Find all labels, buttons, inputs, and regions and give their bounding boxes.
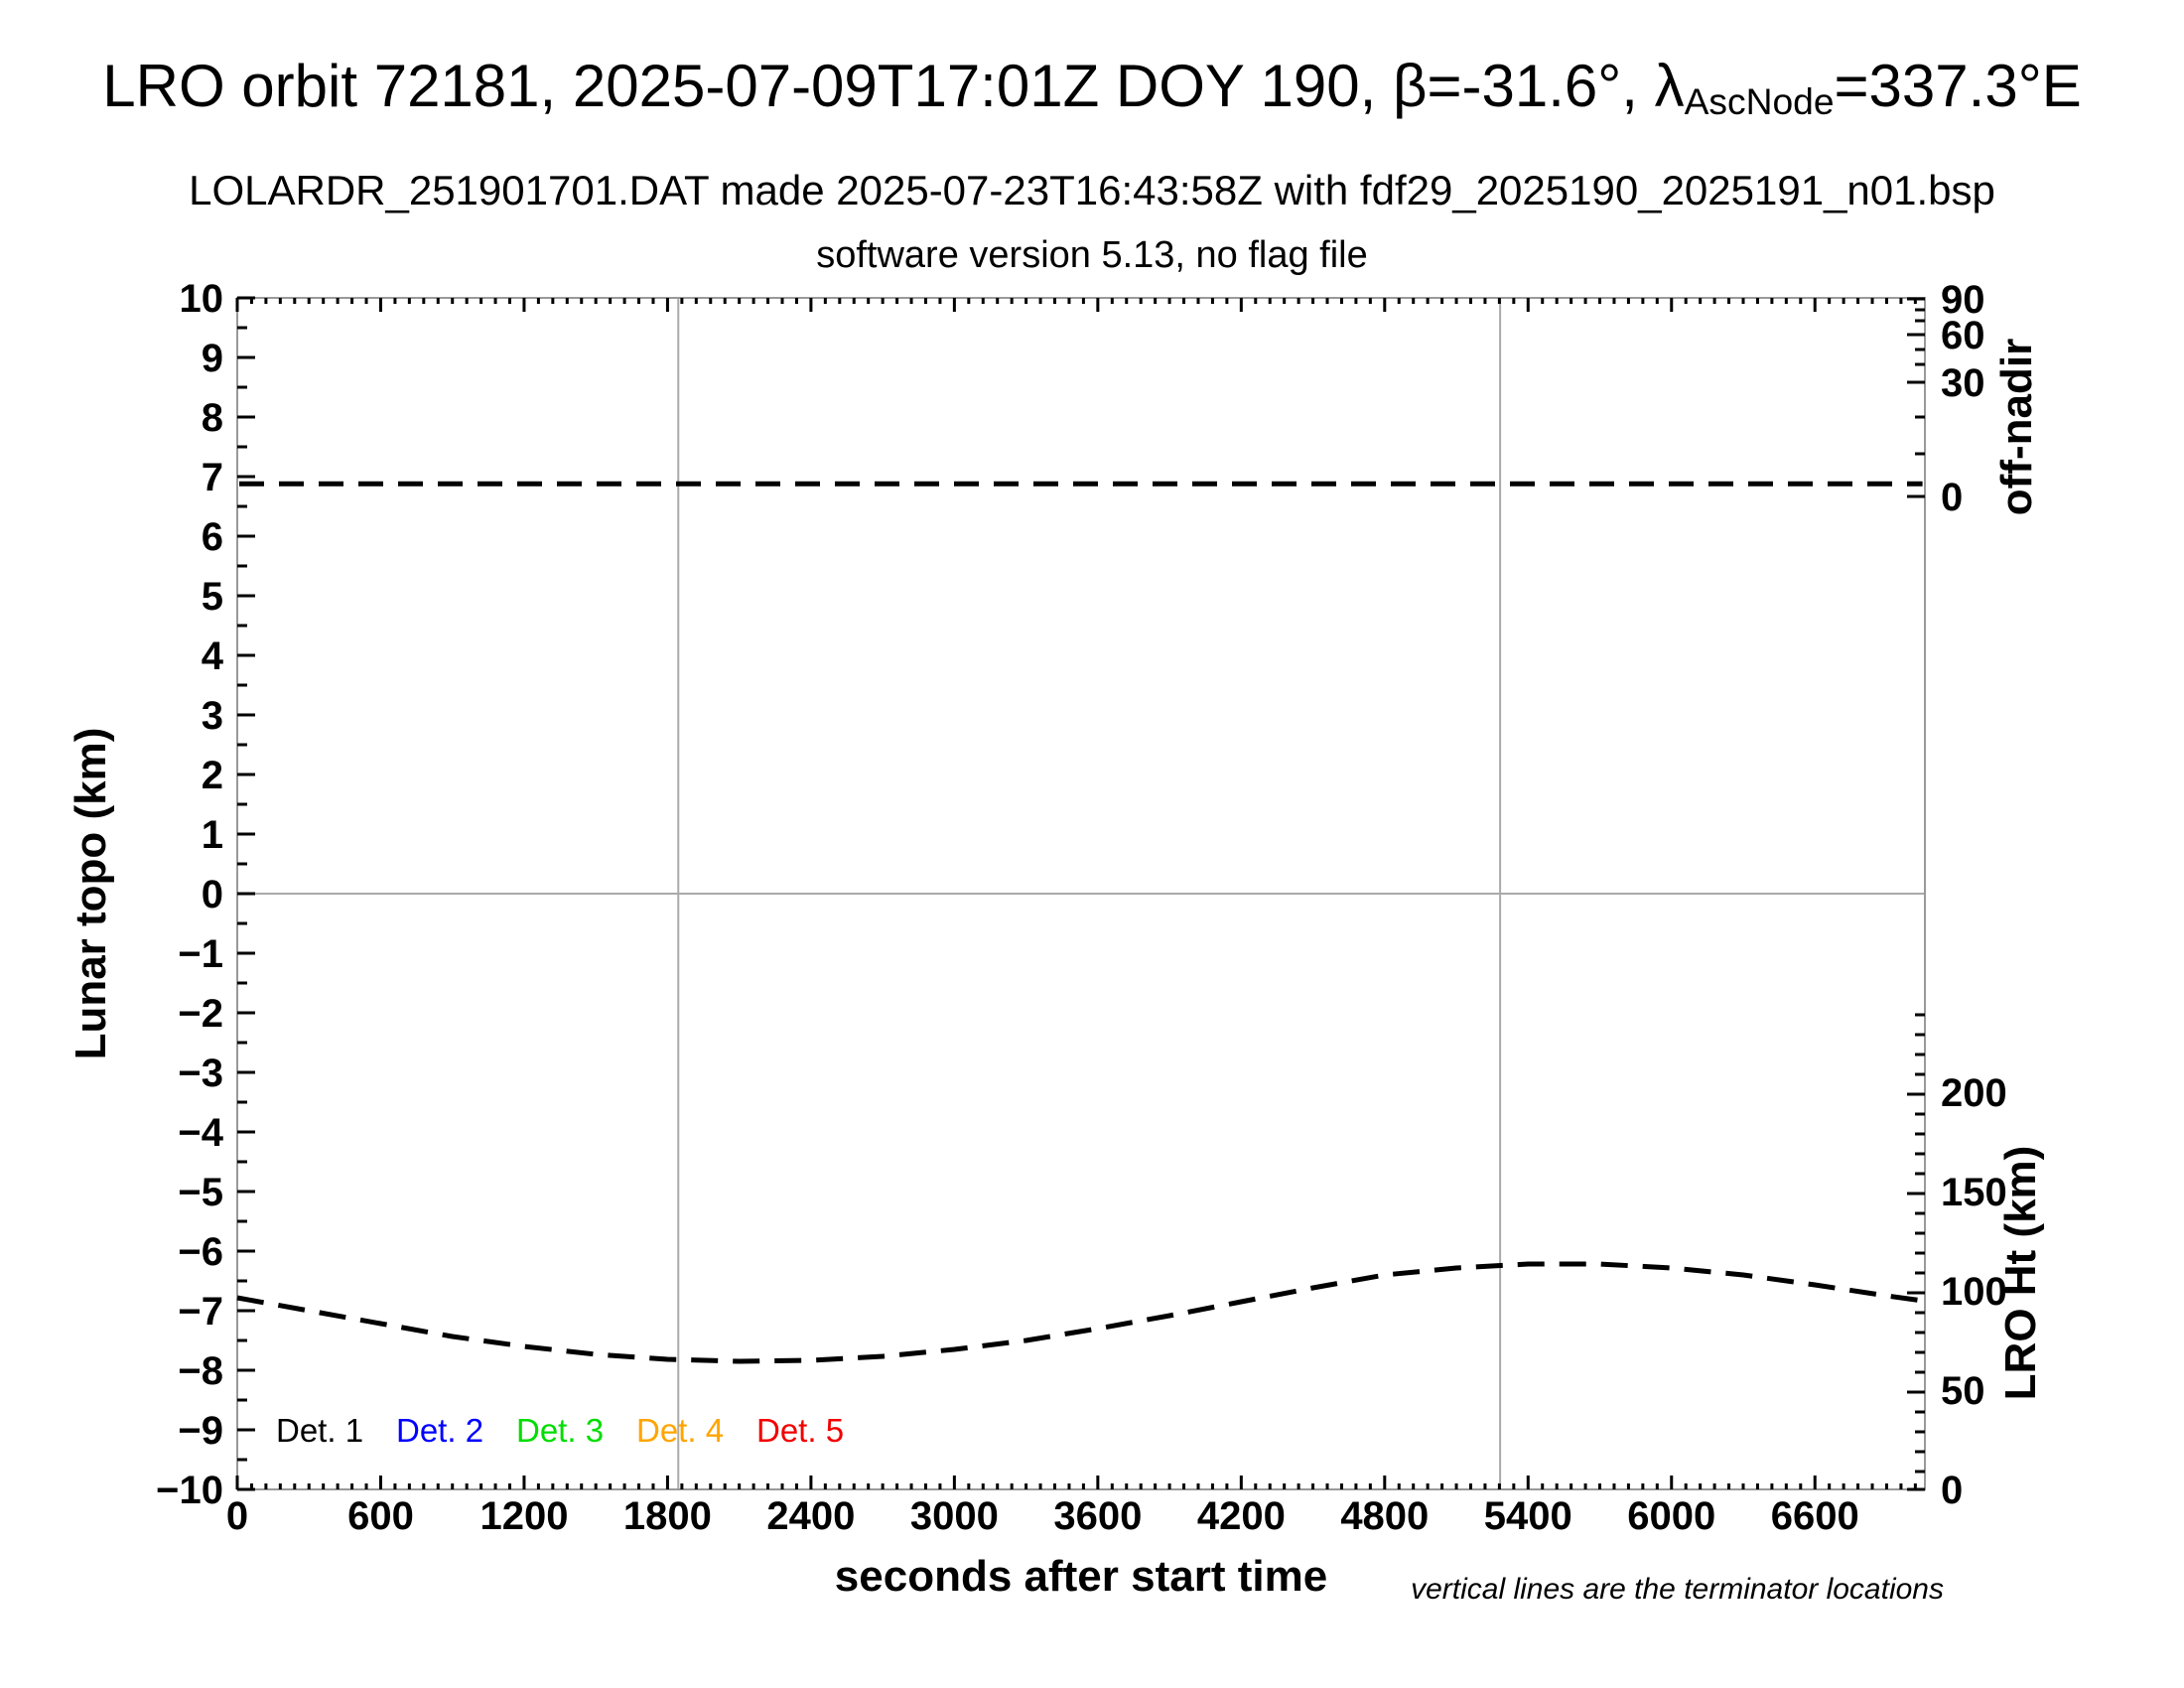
- legend-det-4: Det. 4: [636, 1412, 724, 1449]
- y-left-tick-label: −2: [178, 992, 223, 1036]
- lro-ht-tick-label: 50: [1941, 1369, 1985, 1413]
- off-nadir-tick-label: 90: [1941, 278, 1985, 322]
- x-tick-label: 3600: [1053, 1494, 1142, 1538]
- y-left-tick-label: −8: [178, 1349, 223, 1393]
- legend-det-1: Det. 1: [276, 1412, 363, 1449]
- y-left-tick-label: −3: [178, 1052, 223, 1095]
- y-left-tick-label: −1: [178, 932, 223, 976]
- x-tick-label: 0: [226, 1494, 248, 1538]
- off-nadir-tick-label: 0: [1941, 476, 1963, 519]
- y-left-tick-label: 8: [202, 396, 223, 440]
- y-left-tick-label: 7: [202, 456, 223, 499]
- terminator-note: vertical lines are the terminator locati…: [1411, 1573, 1944, 1606]
- x-tick-label: 5400: [1484, 1494, 1572, 1538]
- x-tick-label: 1800: [623, 1494, 712, 1538]
- y-left-tick-label: 6: [202, 515, 223, 559]
- lro-ht-tick-label: 0: [1941, 1469, 1963, 1512]
- off-nadir-tick-label: 30: [1941, 361, 1985, 405]
- y-left-tick-label: 0: [202, 873, 223, 916]
- x-tick-label: 6600: [1771, 1494, 1859, 1538]
- x-tick-label: 600: [347, 1494, 414, 1538]
- lro-ht-tick-label: 150: [1941, 1171, 2007, 1214]
- y-left-tick-label: −6: [178, 1230, 223, 1274]
- x-tick-label: 4200: [1197, 1494, 1286, 1538]
- legend-det-3: Det. 3: [516, 1412, 604, 1449]
- legend-det-2: Det. 2: [396, 1412, 483, 1449]
- plot-subtitle-file: LOLARDR_251901701.DAT made 2025-07-23T16…: [189, 167, 1995, 213]
- y-left-tick-label: −9: [178, 1409, 223, 1453]
- lro-ht-axis-label: LRO Ht (km): [1996, 1146, 2045, 1401]
- plot-title-end: =337.3°E: [1834, 53, 2082, 119]
- lro-ht-tick-label: 200: [1941, 1071, 2007, 1115]
- y-left-tick-label: −5: [178, 1171, 223, 1214]
- y-left-tick-label: 1: [202, 813, 223, 857]
- lro-height-curve: [236, 1261, 1923, 1364]
- x-tick-label: 4800: [1340, 1494, 1429, 1538]
- plot-title-main: LRO orbit 72181, 2025-07-09T17:01Z DOY 1…: [102, 53, 1685, 119]
- x-tick-label: 2400: [766, 1494, 855, 1538]
- plot-title: LRO orbit 72181, 2025-07-09T17:01Z DOY 1…: [0, 52, 2184, 123]
- x-tick-label: 3000: [910, 1494, 999, 1538]
- y-left-axis-label: Lunar topo (km): [67, 728, 115, 1060]
- y-left-tick-label: −10: [156, 1469, 223, 1512]
- y-left-tick-label: 3: [202, 694, 223, 738]
- y-left-tick-label: −4: [178, 1111, 223, 1155]
- x-tick-label: 1200: [479, 1494, 568, 1538]
- legend-det-5: Det. 5: [756, 1412, 844, 1449]
- lro-ht-tick-label: 100: [1941, 1270, 2007, 1314]
- y-left-tick-label: 5: [202, 575, 223, 619]
- y-left-tick-label: 9: [202, 337, 223, 380]
- off-nadir-axis-label: off-nadir: [1992, 339, 2041, 515]
- y-left-tick-label: 4: [202, 634, 224, 678]
- plot-title-subscript: AscNode: [1684, 80, 1835, 123]
- y-left-tick-label: 10: [180, 277, 224, 321]
- x-axis-label: seconds after start time: [835, 1552, 1327, 1601]
- plot-subtitle-version: software version 5.13, no flag file: [816, 234, 1368, 276]
- y-left-tick-label: −7: [178, 1290, 223, 1334]
- off-nadir-tick-label: 60: [1941, 314, 1985, 357]
- x-tick-label: 6000: [1627, 1494, 1715, 1538]
- y-left-tick-label: 2: [202, 754, 223, 797]
